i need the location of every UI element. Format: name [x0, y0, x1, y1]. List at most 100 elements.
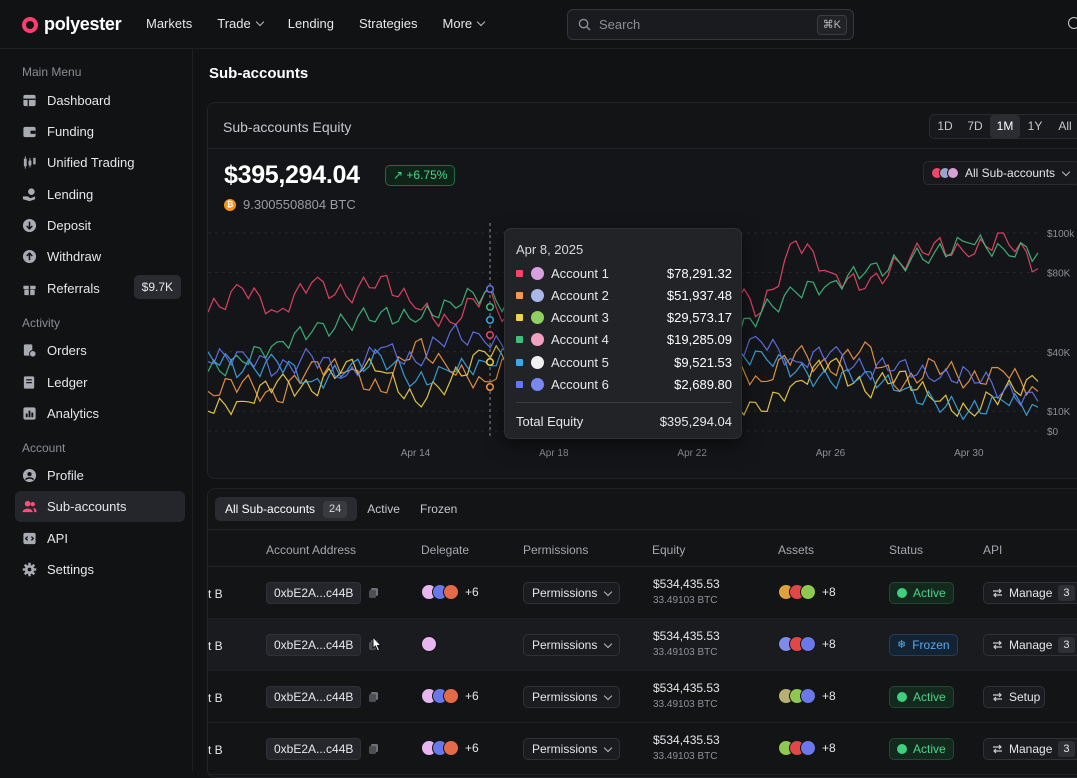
sidebar-item-ledger[interactable]: Ledger: [15, 367, 185, 398]
nav-more[interactable]: More: [442, 16, 486, 31]
api-manage-button[interactable]: Manage 3: [983, 582, 1077, 604]
api-manage-button[interactable]: Manage 3: [983, 738, 1077, 760]
delegate-avatars[interactable]: +6: [421, 688, 479, 704]
delegate-avatars[interactable]: +6: [421, 740, 479, 756]
account-name: t B: [208, 587, 223, 601]
asset-icons[interactable]: +8: [778, 688, 836, 704]
account-name: t B: [208, 691, 223, 705]
copy-icon[interactable]: [368, 691, 380, 703]
sidebar-item-label: Settings: [47, 562, 94, 577]
range-1y[interactable]: 1Y: [1027, 119, 1043, 133]
table-row[interactable]: t B 0xbE2A...c44B +6 Permissions $534,435.53…: [208, 723, 1077, 775]
api-key-count: 3: [1058, 637, 1075, 653]
col-equity[interactable]: Equity: [652, 543, 686, 557]
delegate-avatars[interactable]: +6: [421, 584, 479, 600]
arrow-down-circle-icon: [22, 218, 37, 233]
table-row[interactable]: t B 0xbE2A...c44B +6 Permissions $534,435.53…: [208, 671, 1077, 723]
sidebar-item-profile[interactable]: Profile: [15, 460, 185, 491]
sidebar-section-main: Main Menu: [22, 65, 82, 79]
delegate-avatars[interactable]: [421, 636, 437, 652]
col-delegate[interactable]: Delegate: [421, 543, 470, 557]
status-badge: Active: [889, 738, 954, 760]
nav-strategies[interactable]: Strategies: [359, 16, 418, 31]
col-assets[interactable]: Assets: [778, 543, 815, 557]
sidebar-item-lending[interactable]: Lending: [15, 179, 185, 210]
status-badge: ❄ Frozen: [889, 634, 958, 656]
permissions-dropdown[interactable]: Permissions: [523, 634, 621, 656]
permissions-dropdown[interactable]: Permissions: [523, 738, 621, 760]
profile-icon[interactable]: [1068, 17, 1077, 29]
range-7d[interactable]: 7D: [967, 119, 983, 133]
nav-lending[interactable]: Lending: [288, 16, 334, 31]
api-label: Setup: [1009, 690, 1041, 704]
assets-more-count: +8: [822, 637, 836, 651]
avatar: [531, 311, 544, 325]
tooltip-date: Apr 8, 2025: [516, 242, 584, 257]
sidebar-section-account: Account: [22, 441, 66, 455]
range-1d[interactable]: 1D: [937, 119, 953, 133]
equity-change-value: +6.75%: [406, 168, 448, 182]
setup-icon: [993, 692, 1002, 702]
col-permissions[interactable]: Permissions: [523, 543, 589, 557]
nav-trade[interactable]: Trade: [217, 16, 264, 31]
sidebar-item-dashboard[interactable]: Dashboard: [15, 85, 185, 116]
assets-more-count: +8: [822, 741, 836, 755]
mouse-cursor-icon: [372, 636, 383, 652]
avatar: [531, 333, 544, 347]
table-row[interactable]: t B 0xbE2A...c44B +6 Permissions $534,435.53…: [208, 567, 1077, 619]
permissions-dropdown[interactable]: Permissions: [523, 582, 621, 604]
account-filter-dropdown[interactable]: All Sub-accounts: [923, 161, 1077, 185]
sidebar-item-deposit[interactable]: Deposit: [15, 210, 185, 241]
table-row[interactable]: t B 0xbE2A...c44B Permissions $534,435.53 33…: [208, 619, 1077, 671]
sidebar-item-orders[interactable]: Orders: [15, 335, 185, 366]
search-box[interactable]: ⌘K: [567, 9, 854, 40]
sidebar-item-settings[interactable]: Settings: [15, 554, 185, 585]
sidebar-item-unified-trading[interactable]: Unified Trading: [15, 147, 185, 178]
asset-icons[interactable]: +8: [778, 584, 836, 600]
sidebar-item-sub-accounts[interactable]: Sub-accounts: [15, 491, 185, 522]
permissions-dropdown[interactable]: Permissions: [523, 686, 621, 708]
tab-frozen[interactable]: Frozen: [419, 502, 458, 516]
sidebar-item-analytics[interactable]: Analytics: [15, 398, 185, 429]
api-manage-button[interactable]: Manage 3: [983, 634, 1077, 656]
sidebar-item-referrals[interactable]: Referrals $9.7K: [15, 273, 185, 304]
range-all[interactable]: All: [1058, 119, 1072, 133]
tooltip-total-value: $395,294.04: [659, 414, 732, 429]
sidebar-section-activity: Activity: [22, 316, 61, 330]
hover-marker: [485, 284, 495, 294]
nav-markets[interactable]: Markets: [146, 16, 192, 31]
equity-value: $534,435.53: [653, 629, 720, 643]
sidebar-item-api[interactable]: API: [15, 523, 185, 554]
api-label: Manage: [1009, 638, 1053, 652]
account-name: t B: [208, 743, 223, 757]
tab-all-sub-accounts[interactable]: All Sub-accounts 24: [215, 497, 358, 521]
delegate-more-count: +6: [465, 585, 479, 599]
copy-icon[interactable]: [368, 743, 380, 755]
total-equity-value: $395,294.04: [224, 161, 360, 189]
asset-icons[interactable]: +8: [778, 740, 836, 756]
sidebar-item-withdraw[interactable]: Withdraw: [15, 241, 185, 272]
copy-icon[interactable]: [368, 587, 380, 599]
api-setup-button[interactable]: Setup: [983, 686, 1046, 708]
col-api[interactable]: API: [983, 543, 1003, 557]
col-status[interactable]: Status: [889, 543, 924, 557]
sidebar-item-funding[interactable]: Funding: [15, 116, 185, 147]
snowflake-icon: ❄: [897, 639, 907, 651]
equity-btc: ₿ 9.3005508804 BTC: [224, 197, 356, 212]
app-logo[interactable]: polyester: [22, 14, 122, 35]
tab-active[interactable]: Active: [367, 502, 400, 516]
chevron-down-icon: [604, 639, 613, 648]
api-key-count: 3: [1058, 741, 1075, 757]
asset-icons[interactable]: +8: [778, 636, 836, 652]
range-1m[interactable]: 1M: [990, 115, 1020, 138]
tooltip-row: Account 5 $9,521.53: [516, 353, 732, 371]
sidebar-item-label: Analytics: [47, 406, 100, 421]
equity-btc-value: 33.49103 BTC: [653, 647, 718, 658]
coin-icon: [800, 688, 816, 704]
search-input[interactable]: [599, 17, 799, 32]
account-filter-label: All Sub-accounts: [965, 166, 1056, 180]
col-account-address[interactable]: Account Address: [266, 543, 357, 557]
y-tick-label: $100k: [1047, 229, 1075, 240]
avatar: [443, 584, 459, 600]
nav-label: More: [442, 16, 473, 31]
